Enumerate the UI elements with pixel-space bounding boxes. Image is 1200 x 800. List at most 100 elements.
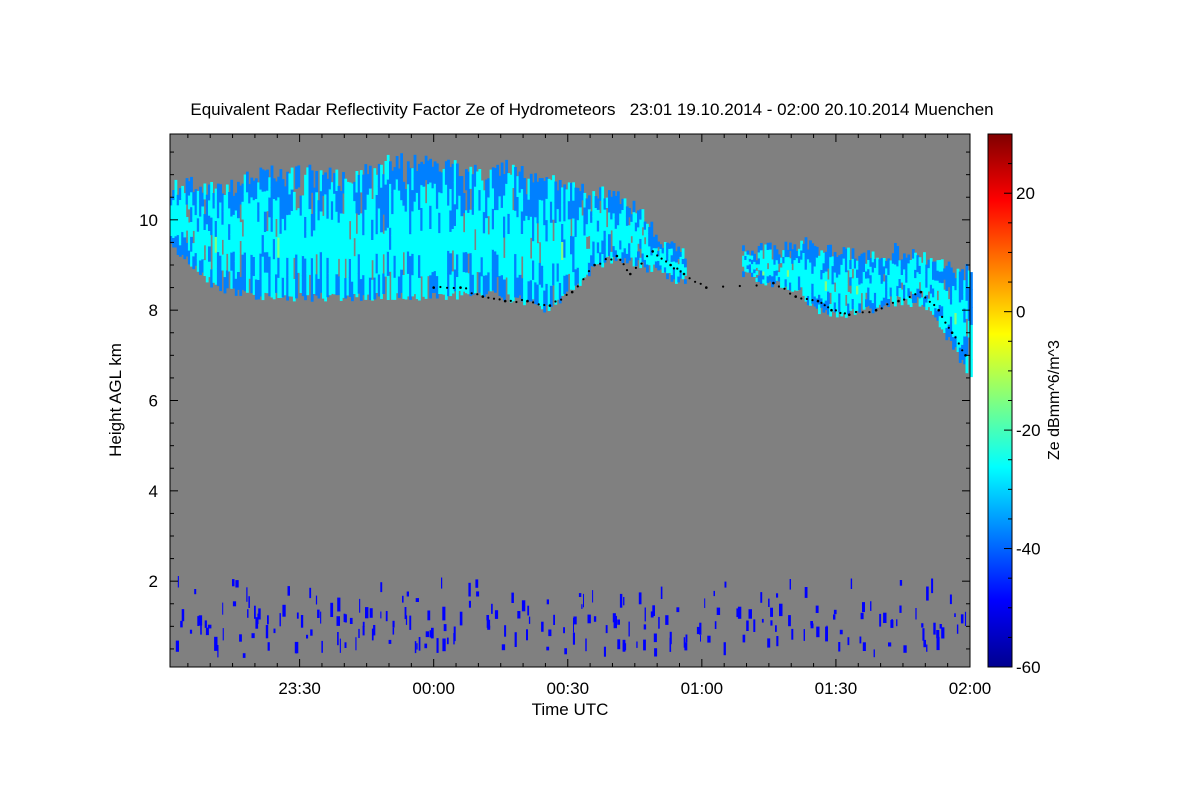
echo-cell	[596, 241, 600, 254]
echo-cell	[503, 174, 506, 196]
echo-cell	[424, 643, 428, 649]
echo-cell	[349, 617, 353, 624]
echo-cell	[404, 276, 408, 300]
echo-cell	[328, 188, 332, 211]
echo-cell	[833, 609, 837, 615]
echo-cell	[554, 242, 558, 264]
echo-cell	[545, 219, 549, 242]
echo-cell	[916, 288, 920, 297]
echo-cell	[175, 640, 179, 652]
echo-cell	[614, 206, 618, 218]
echo-cell	[453, 203, 457, 226]
cloud-base-point	[570, 290, 574, 294]
echo-cell	[583, 234, 587, 250]
echo-cell	[800, 277, 803, 288]
echo-cell	[898, 278, 902, 288]
echo-cell	[612, 245, 616, 257]
echo-cell	[478, 169, 482, 191]
echo-cell	[442, 606, 446, 621]
echo-cell	[297, 250, 301, 273]
cloud-base-point	[452, 286, 455, 290]
echo-cell	[556, 190, 560, 210]
echo-cell	[625, 215, 629, 226]
echo-cell	[498, 235, 502, 257]
echo-cell	[442, 189, 446, 212]
echo-cell	[308, 186, 312, 210]
echo-cell	[514, 231, 517, 255]
echo-cell	[625, 243, 629, 254]
echo-cell	[956, 323, 960, 339]
echo-cell	[592, 241, 596, 255]
echo-cell	[587, 262, 591, 277]
cloud-base-point	[625, 269, 629, 272]
echo-cell	[237, 271, 240, 290]
x-tick-label: 00:30	[546, 679, 589, 698]
echo-cell	[873, 259, 877, 268]
echo-cell	[666, 248, 669, 256]
echo-cell	[952, 298, 955, 312]
echo-cell	[279, 233, 283, 256]
echo-cell	[199, 230, 202, 246]
echo-cell	[453, 181, 457, 205]
echo-cell	[679, 273, 683, 279]
echo-cell	[409, 189, 412, 213]
echo-cell	[482, 253, 486, 276]
echo-cell	[460, 274, 464, 296]
echo-cell	[176, 244, 180, 255]
echo-cell	[657, 260, 660, 266]
echo-cell	[771, 264, 774, 271]
echo-cell	[643, 624, 647, 630]
echo-cell	[364, 209, 368, 233]
echo-cell	[932, 296, 935, 306]
echo-cell	[650, 238, 654, 248]
echo-cell	[489, 209, 493, 231]
echo-cell	[304, 174, 307, 197]
echo-cell	[382, 194, 386, 215]
echo-cell	[795, 251, 799, 259]
echo-cell	[835, 277, 839, 288]
echo-cell	[831, 301, 835, 312]
echo-cell	[947, 274, 951, 288]
echo-cell	[243, 193, 247, 214]
echo-cell	[538, 284, 542, 306]
cloud-base-point	[908, 295, 911, 299]
echo-cell	[746, 264, 750, 269]
echo-cell	[824, 290, 828, 301]
echo-cell	[585, 261, 589, 275]
echo-cell	[429, 182, 432, 206]
echo-cell	[958, 301, 962, 318]
echo-cell	[936, 260, 940, 271]
echo-cell	[290, 231, 294, 254]
echo-cell	[529, 173, 533, 196]
echo-cell	[802, 286, 806, 296]
echo-cell	[386, 227, 390, 252]
echo-cell	[849, 260, 853, 269]
echo-cell	[672, 255, 676, 262]
echo-cell	[386, 203, 390, 228]
echo-cell	[514, 188, 517, 211]
echo-cell	[961, 344, 964, 360]
cloud-base-point	[834, 309, 838, 312]
reflectivity-echoes	[170, 153, 973, 378]
echo-cell	[822, 282, 826, 293]
echo-cell	[333, 253, 336, 275]
echo-cell	[970, 272, 973, 291]
echo-cell	[623, 597, 625, 606]
echo-cell	[214, 188, 218, 206]
echo-cell	[409, 211, 412, 235]
echo-cell	[643, 244, 647, 253]
echo-cell	[771, 270, 774, 277]
echo-cell	[368, 277, 372, 300]
echo-cell	[862, 642, 866, 651]
echo-cell	[375, 272, 379, 293]
echo-cell	[638, 592, 642, 605]
echo-cell	[871, 271, 875, 283]
echo-cell	[263, 231, 267, 253]
echo-cell	[243, 174, 247, 195]
echo-cell	[873, 284, 877, 293]
echo-cell	[300, 615, 304, 628]
echo-cell	[453, 160, 457, 183]
cloud-base-point	[688, 277, 691, 280]
echo-cell	[927, 259, 931, 269]
echo-cell	[373, 277, 377, 300]
